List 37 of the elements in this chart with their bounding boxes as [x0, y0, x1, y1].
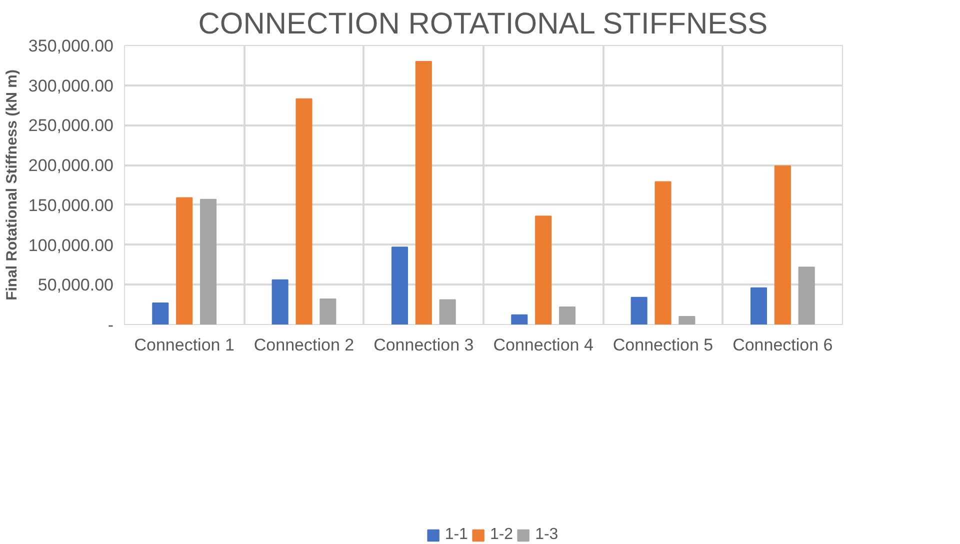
x-tick-label: Connection 3 [374, 336, 474, 354]
bar [439, 299, 456, 324]
bar [558, 306, 576, 324]
bar [798, 266, 815, 324]
bar [750, 287, 768, 324]
y-tick-label: 300,000.00 [28, 76, 114, 96]
x-tick-label: Connection 2 [254, 336, 354, 354]
legend-label: 1-3 [535, 526, 558, 544]
bar [415, 60, 432, 324]
bar [176, 197, 193, 324]
legend-label: 1-2 [490, 526, 514, 544]
y-tick-label: 350,000.00 [28, 36, 114, 56]
bar [630, 296, 648, 324]
bar [272, 279, 288, 324]
y-tick-label: 150,000.00 [28, 196, 114, 215]
chart-title: CONNECTION ROTATIONAL STIFFNESS [198, 8, 768, 40]
x-tick-label: Connection 1 [134, 336, 234, 354]
bar [320, 298, 336, 324]
y-tick-label: 100,000.00 [28, 236, 114, 255]
y-tick-label: 250,000.00 [28, 116, 114, 136]
y-tick-label: - [108, 316, 114, 334]
bar [391, 246, 408, 324]
x-tick-label: Connection 5 [612, 336, 714, 354]
bar [535, 216, 552, 324]
legend-label: 1-1 [444, 526, 468, 544]
y-tick-label: 50,000.00 [38, 276, 114, 295]
bar [774, 165, 791, 324]
x-tick-label: Connection 6 [732, 336, 833, 354]
bar [511, 314, 528, 324]
bar [654, 181, 672, 324]
bar [152, 302, 169, 324]
bar [678, 316, 696, 324]
y-tick-label: 200,000.00 [28, 156, 114, 176]
y-axis-title: Final Rotational Stiffness (kN m) [3, 70, 20, 300]
bar [296, 98, 312, 324]
x-tick-label: Connection 4 [493, 336, 594, 354]
bar [200, 198, 217, 324]
